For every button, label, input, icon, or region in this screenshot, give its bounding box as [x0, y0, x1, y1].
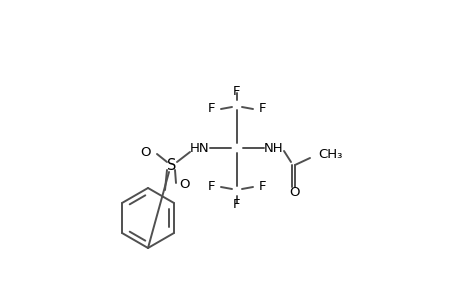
- Text: F: F: [207, 181, 214, 194]
- Text: CH₃: CH₃: [317, 148, 341, 161]
- Text: F: F: [258, 181, 266, 194]
- Text: O: O: [140, 146, 151, 158]
- Text: HN: HN: [190, 142, 209, 154]
- Text: O: O: [179, 178, 189, 191]
- Text: F: F: [207, 103, 214, 116]
- Text: S: S: [167, 158, 176, 172]
- Text: F: F: [233, 85, 240, 98]
- Text: F: F: [233, 199, 240, 212]
- Text: NH: NH: [263, 142, 283, 154]
- Text: O: O: [289, 185, 300, 199]
- Text: F: F: [258, 103, 266, 116]
